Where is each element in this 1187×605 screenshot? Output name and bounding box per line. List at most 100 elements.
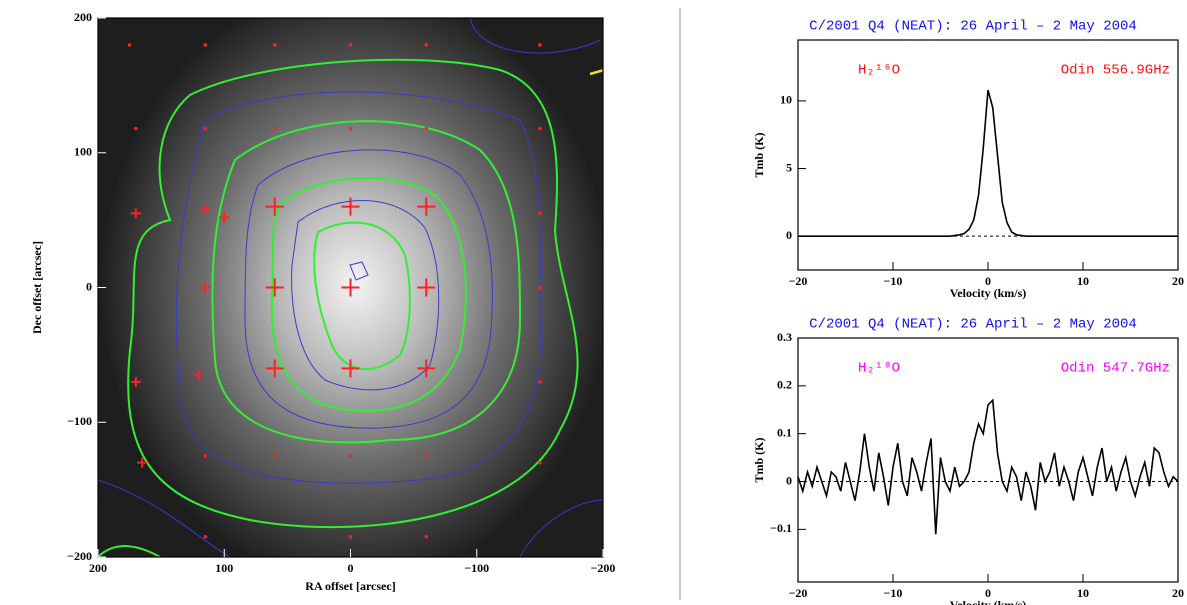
y-tick-label: 10	[780, 93, 792, 107]
marker-dot	[127, 43, 132, 47]
marker-dot	[424, 43, 429, 47]
chart-title: C/2001 Q4 (NEAT): 26 April – 2 May 2004	[809, 19, 1137, 35]
marker-plus	[265, 197, 284, 216]
contour	[349, 261, 369, 281]
y-tick-label: 5	[786, 160, 792, 174]
marker-plus	[200, 282, 211, 293]
marker-dot	[424, 534, 429, 539]
marker-dot	[348, 534, 353, 539]
marker-plus	[194, 370, 204, 381]
chart-title: C/2001 Q4 (NEAT): 26 April – 2 May 2004	[809, 317, 1137, 333]
marker-plus	[417, 359, 436, 378]
y-tick-label: 0	[786, 473, 792, 487]
x-tick-label: −20	[789, 586, 808, 600]
y-axis-label: Dec offset [arcsec]	[30, 241, 44, 334]
marker-dot	[424, 126, 429, 131]
marker-plus	[341, 278, 360, 297]
marker-dot	[538, 211, 542, 216]
marker-plus	[265, 278, 284, 297]
y-tick-label: −0.1	[770, 521, 792, 535]
contour	[291, 199, 440, 391]
y-tick-label: 0.3	[777, 330, 792, 344]
x-tick-label: 100	[215, 561, 233, 575]
marker-dot	[538, 126, 542, 131]
contour	[127, 58, 579, 529]
marker-plus	[137, 457, 148, 468]
y-tick-label: 0	[786, 228, 792, 242]
contour	[244, 149, 493, 429]
y-axis-label: Tmb (K)	[752, 437, 766, 482]
contour	[469, 18, 601, 54]
y-tick-label: 0.2	[777, 378, 792, 392]
contour	[211, 120, 522, 444]
y-tick-label: 0.1	[777, 425, 792, 439]
marker-dot	[203, 454, 208, 458]
sun-direction	[589, 68, 603, 76]
x-axis-label: Velocity (km/s)	[950, 286, 1027, 300]
marker-dot	[424, 454, 429, 458]
x-tick-label: −10	[884, 586, 903, 600]
marker-dot	[272, 126, 277, 131]
x-axis-label: Velocity (km/s)	[950, 598, 1027, 605]
annotation: Odin 547.7GHz	[1061, 361, 1170, 377]
x-tick-label: 0	[985, 274, 991, 288]
marker-dot	[203, 534, 208, 539]
marker-dot	[538, 43, 542, 47]
sun-symbol-center	[621, 64, 624, 67]
x-tick-label: 20	[1172, 274, 1184, 288]
marker-plus	[265, 359, 284, 378]
marker-plus	[417, 278, 436, 297]
contour	[175, 91, 542, 484]
marker-dot	[538, 460, 542, 465]
x-tick-label: 10	[1077, 274, 1089, 288]
x-tick-label: 20	[1172, 586, 1184, 600]
marker-dot	[203, 126, 208, 131]
spectrum-line	[797, 398, 1179, 535]
y-axis-label: Tmb (K)	[752, 132, 766, 177]
x-tick-label: 0	[985, 586, 991, 600]
spectrum-line	[798, 89, 1178, 237]
green-contours	[98, 58, 579, 557]
x-tick-label: −100	[464, 561, 489, 575]
marker-dot	[538, 285, 542, 290]
y-tick-label: 200	[74, 10, 92, 24]
x-tick-label: −10	[884, 274, 903, 288]
y-tick-label: 0	[86, 279, 92, 293]
marker-plus	[130, 208, 141, 219]
marker-dot	[134, 126, 138, 131]
marker-dot	[272, 43, 277, 47]
sun-symbol	[616, 59, 628, 71]
x-axis-label: RA offset [arcsec]	[305, 579, 395, 593]
x-tick-label: 200	[89, 561, 107, 575]
blue-contours	[98, 18, 603, 557]
x-tick-label: −200	[591, 561, 616, 575]
marker-dot	[348, 43, 353, 47]
marker-dot	[272, 454, 277, 458]
contour	[313, 221, 411, 371]
y-tick-label: −100	[67, 414, 92, 428]
marker-dot	[538, 380, 542, 384]
x-tick-label: −20	[789, 274, 808, 288]
contour	[98, 545, 161, 557]
annotation: H₂¹⁸O	[858, 361, 900, 377]
marker-dot	[348, 126, 353, 131]
marker-plus	[219, 212, 230, 223]
marker-plus	[200, 204, 211, 215]
x-tick-label: 0	[348, 561, 354, 575]
y-tick-label: 100	[74, 145, 92, 159]
annotation: Odin 556.9GHz	[1061, 63, 1170, 79]
x-tick-label: 10	[1077, 586, 1089, 600]
y-tick-label: −200	[67, 549, 92, 563]
annotation: H₂¹⁶O	[858, 63, 900, 79]
marker-plus	[341, 197, 360, 216]
contour	[98, 479, 231, 557]
contour	[519, 499, 603, 557]
marker-plus	[417, 197, 436, 216]
marker-dot	[348, 454, 353, 458]
contour	[270, 177, 467, 412]
marker-plus	[341, 359, 360, 378]
marker-dot	[203, 43, 208, 47]
map-image	[98, 18, 628, 557]
marker-plus	[130, 376, 141, 387]
